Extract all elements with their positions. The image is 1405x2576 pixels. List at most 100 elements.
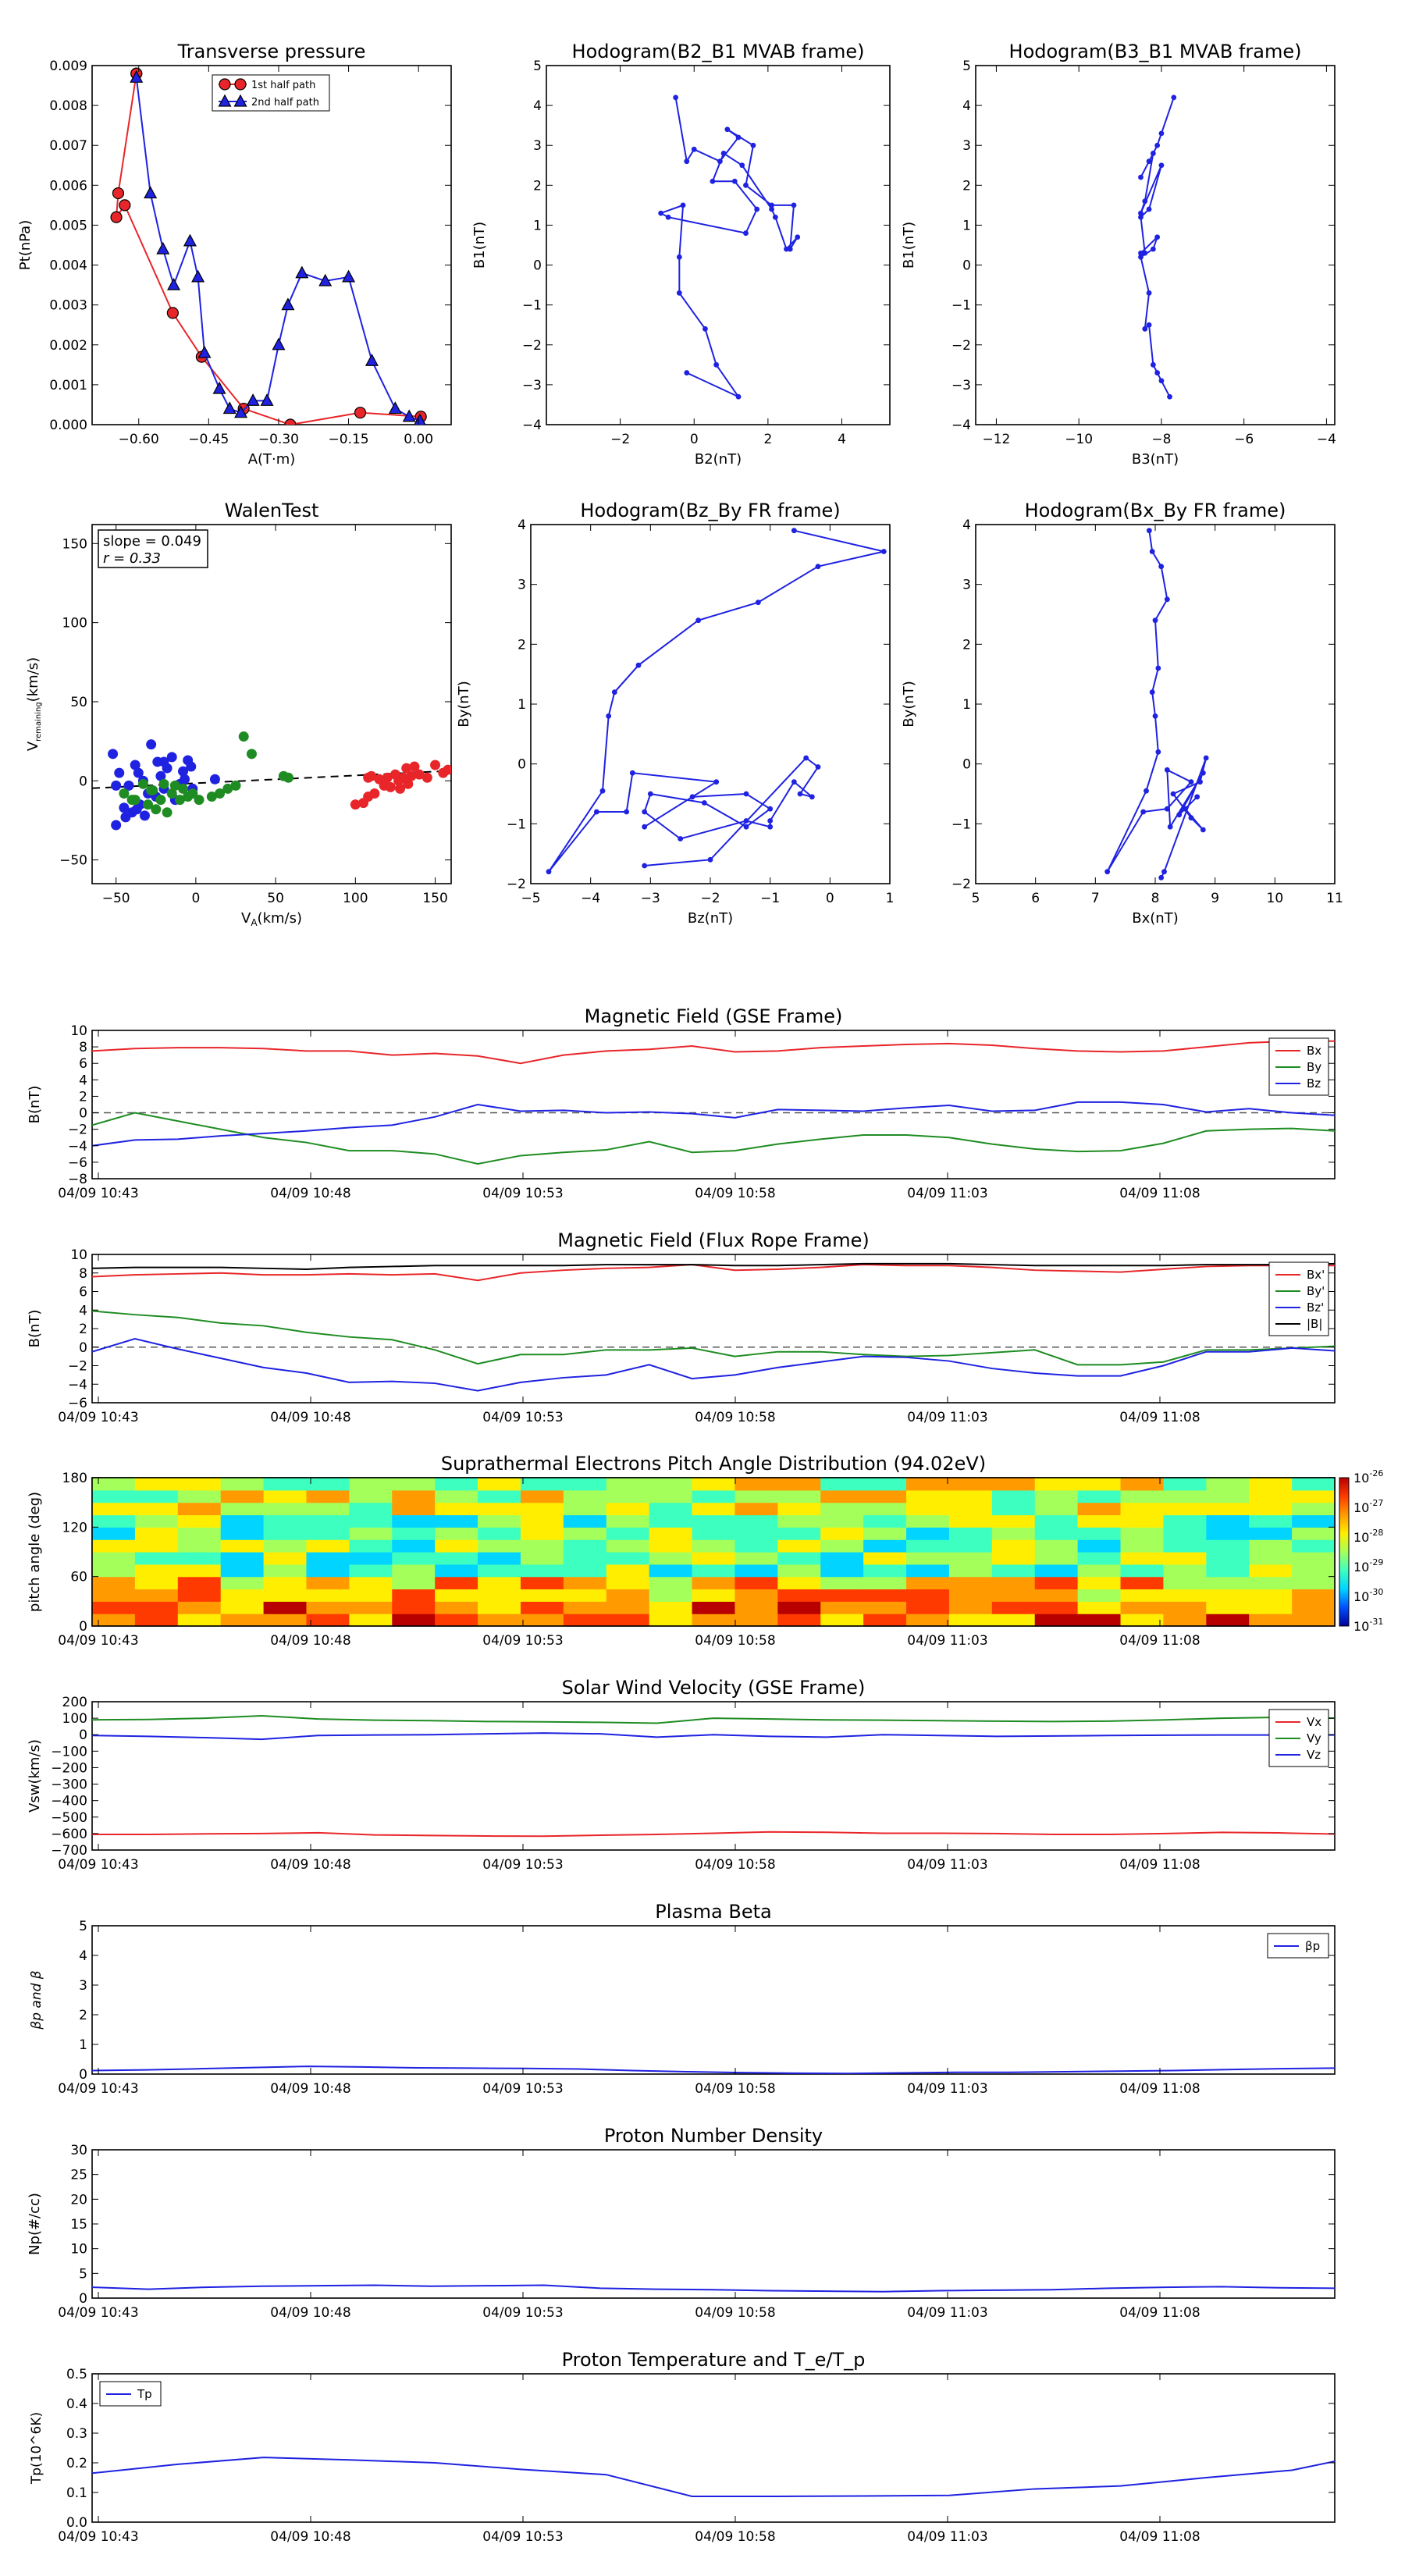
series-line [92,1040,1335,1065]
heatmap-cell [906,1489,950,1503]
heatmap-cell [777,1564,821,1578]
data-point [743,824,749,830]
y-tick-label: 2 [79,1322,87,1337]
heatmap-cell [435,1589,478,1602]
data-point [111,780,122,791]
y-tick-label: 0 [79,1619,87,1635]
y-tick-label: 2 [533,178,542,194]
plot-frame [91,65,452,425]
y-axis-label: B1(nT) [901,222,917,269]
legend-label: |B| [1307,1317,1322,1331]
x-tick-label: 04/09 11:03 [907,2305,987,2321]
data-point [1138,250,1144,256]
data-point [815,564,821,570]
heatmap-cell [134,1552,179,1565]
plot-frame [91,2373,1336,2523]
data-point [119,199,131,212]
y-tick-label: 30 [70,2143,87,2158]
y-tick-label: 150 [62,536,87,552]
data-point [791,779,797,785]
data-point [191,269,205,283]
y-tick-label: −2 [951,338,971,354]
plot-area [92,1714,1335,1838]
y-tick-label: 0.007 [49,138,87,154]
heatmap-cell [735,1552,778,1565]
y-tick-label: −700 [51,1843,87,1859]
heatmap-cell [177,1552,222,1565]
data-point [155,770,166,781]
data-point [658,210,664,216]
heatmap-cell [1206,1527,1250,1540]
legend-label: βp [1305,1939,1320,1953]
data-point [1146,290,1152,296]
data-point [691,146,697,152]
heatmap-cell [735,1514,778,1528]
y-tick-label: 0 [962,258,971,274]
y-tick-label: 8 [79,1266,87,1282]
x-tick-label: −0.45 [188,432,229,447]
heatmap-cell [863,1502,907,1516]
heatmap [92,1478,1336,1627]
data-point [158,756,169,767]
x-tick-label: −2 [610,432,630,447]
heatmap-cell [349,1614,393,1627]
y-tick-label: 20 [70,2192,87,2208]
heatmap-cell [478,1489,521,1503]
y-axis-label: By(nT) [901,681,917,727]
x-tick-label: 04/09 10:53 [482,2529,563,2545]
heatmap-cell [863,1489,907,1503]
x-tick-label: 04/09 10:48 [270,2529,350,2545]
x-tick-label: 7 [1091,891,1100,906]
y-tick-label: 4 [79,1073,87,1088]
y-tick-label: 0.003 [49,298,87,314]
data-point [713,361,720,368]
y-tick-label: 0.000 [49,418,87,433]
plot-frame [91,2149,1336,2299]
heatmap-cell [520,1589,564,1602]
heatmap-cell [349,1539,393,1553]
x-tick-label: −1 [760,891,780,906]
y-tick-label: 10 [70,2242,87,2258]
x-axis-label: VA(km/s) [241,910,302,928]
heatmap-cell [735,1614,778,1627]
data-point [1154,370,1161,375]
x-tick-label: 04/09 10:58 [695,1410,775,1425]
heatmap-cell [863,1478,907,1491]
series-line [92,1831,1335,1838]
chart-vsw: Solar Wind Velocity (GSE Frame) 04/09 10:… [51,1677,1336,1873]
data-point [283,772,293,783]
data-point [1154,142,1161,148]
heatmap-cell [1292,1601,1336,1614]
heatmap-cell [1163,1576,1207,1590]
x-tick-label: 9 [1211,891,1219,906]
data-point [797,791,803,797]
heatmap-cell [863,1514,907,1528]
heatmap-cell [92,1527,136,1540]
x-axis-label: A(T·m) [248,451,296,468]
data-point [735,393,742,400]
heatmap-cell [306,1539,350,1553]
heatmap-cell [692,1489,736,1503]
x-tick-label: 6 [1031,891,1040,906]
series-line [92,1310,1335,1366]
x-tick-label: 4 [838,432,846,447]
x-tick-label: 04/09 10:43 [58,1857,138,1873]
heatmap-cell [177,1539,222,1553]
plot-frame [91,1701,1336,1851]
heatmap-cell [92,1539,136,1553]
heatmap-cell [692,1478,736,1491]
data-point [755,600,761,606]
heatmap-cell [1249,1514,1293,1528]
heatmap-cell [1077,1552,1122,1565]
legend: βp [1267,1933,1329,1959]
heatmap-cell [134,1576,179,1590]
heatmap-cell [1249,1489,1293,1503]
data-point [234,405,248,418]
heatmap-cell [520,1489,564,1503]
heatmap-cell [991,1502,1036,1516]
heatmap-cell [692,1502,736,1516]
data-point [1164,596,1170,603]
heatmap-cell [1077,1514,1122,1528]
heatmap-cell [478,1614,521,1627]
data-point [754,206,760,212]
